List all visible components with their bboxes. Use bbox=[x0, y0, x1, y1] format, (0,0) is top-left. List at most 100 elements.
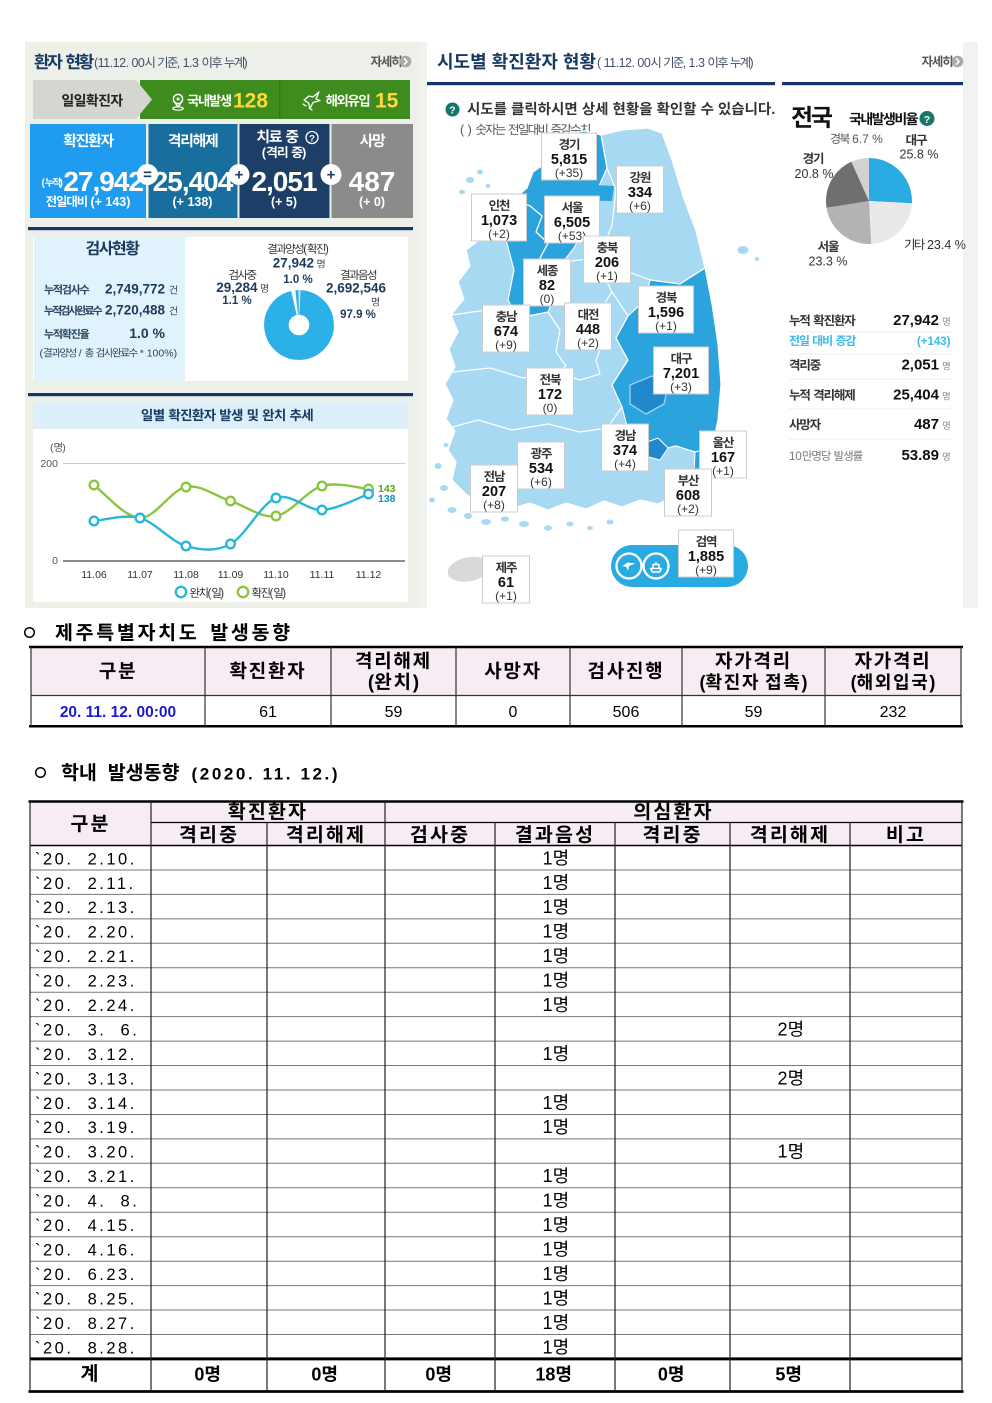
svg-text:`20. 4.15.: `20. 4.15. bbox=[35, 1217, 137, 1235]
svg-text:172: 172 bbox=[538, 387, 562, 403]
svg-text:`20. 2.13.: `20. 2.13. bbox=[35, 899, 137, 917]
svg-text:61: 61 bbox=[259, 704, 277, 721]
svg-text:`20. 2.23.: `20. 2.23. bbox=[35, 973, 137, 991]
svg-text:506: 506 bbox=[613, 704, 640, 721]
svg-text:?: ? bbox=[924, 114, 930, 126]
svg-text:.: . bbox=[771, 102, 775, 118]
svg-text:2,749,772: 2,749,772 bbox=[105, 282, 165, 297]
svg-text:2: 2 bbox=[778, 1020, 788, 1040]
svg-text:59: 59 bbox=[745, 704, 763, 721]
svg-text:): ) bbox=[60, 178, 63, 189]
svg-text:(+1): (+1) bbox=[712, 464, 734, 478]
svg-text:25.8 %: 25.8 % bbox=[900, 148, 939, 162]
svg-text:1: 1 bbox=[543, 1044, 553, 1064]
svg-text:1: 1 bbox=[543, 1166, 553, 1186]
svg-text:608: 608 bbox=[676, 488, 700, 504]
svg-text:`20. 2.10.: `20. 2.10. bbox=[35, 850, 137, 868]
svg-text:2,692,546: 2,692,546 bbox=[326, 281, 387, 296]
svg-text:1: 1 bbox=[543, 946, 553, 966]
svg-text:, 1.3: , 1.3 bbox=[177, 56, 202, 70]
svg-text:): ) bbox=[802, 673, 808, 693]
svg-text:(: ( bbox=[851, 673, 857, 693]
svg-text:`20. 4.16.: `20. 4.16. bbox=[35, 1242, 137, 1260]
svg-text:1: 1 bbox=[543, 1191, 553, 1211]
svg-text:): ) bbox=[750, 56, 754, 70]
svg-text:1: 1 bbox=[543, 1215, 553, 1235]
svg-text:(+9): (+9) bbox=[695, 563, 717, 577]
svg-text:7,201: 7,201 bbox=[663, 366, 699, 382]
svg-text:200: 200 bbox=[40, 458, 58, 470]
svg-text:53.89: 53.89 bbox=[901, 447, 939, 464]
svg-text:(+1): (+1) bbox=[655, 319, 677, 333]
svg-text:1: 1 bbox=[543, 1240, 553, 1260]
svg-text:`20. 8.27.: `20. 8.27. bbox=[35, 1315, 137, 1333]
svg-text:206: 206 bbox=[595, 255, 619, 271]
svg-text:1.0 %: 1.0 % bbox=[283, 274, 312, 286]
svg-text:): ) bbox=[302, 145, 306, 160]
svg-text:(+35): (+35) bbox=[555, 166, 583, 180]
svg-text:82: 82 bbox=[539, 278, 555, 294]
svg-text:`20. 3.14.: `20. 3.14. bbox=[35, 1095, 137, 1113]
svg-text:`20. 6.23.: `20. 6.23. bbox=[35, 1266, 137, 1284]
svg-text:1: 1 bbox=[543, 1288, 553, 1308]
svg-text:`20. 3.19.: `20. 3.19. bbox=[35, 1119, 137, 1137]
svg-text:61: 61 bbox=[498, 575, 514, 591]
svg-text:0: 0 bbox=[311, 1364, 321, 1384]
svg-text:128: 128 bbox=[233, 90, 268, 113]
svg-text:(+ 138): (+ 138) bbox=[173, 195, 213, 209]
svg-text:138: 138 bbox=[378, 493, 396, 505]
svg-text:25,404: 25,404 bbox=[153, 166, 234, 197]
svg-text:5,815: 5,815 bbox=[551, 152, 587, 168]
svg-text:(: ( bbox=[270, 588, 274, 600]
svg-text:1: 1 bbox=[543, 922, 553, 942]
svg-text:?: ? bbox=[309, 133, 315, 144]
svg-text:(: ( bbox=[40, 348, 44, 360]
svg-text:(: ( bbox=[208, 588, 212, 600]
svg-text:(+3): (+3) bbox=[670, 380, 692, 394]
svg-text:): ) bbox=[325, 244, 329, 256]
svg-text:23.3 %: 23.3 % bbox=[809, 255, 848, 269]
svg-text:11.12: 11.12 bbox=[356, 569, 382, 581]
svg-text:1: 1 bbox=[543, 1093, 553, 1113]
svg-text:232: 232 bbox=[880, 704, 907, 721]
svg-text:(+1): (+1) bbox=[596, 269, 618, 283]
svg-text:(: ( bbox=[262, 145, 267, 160]
svg-text:448: 448 bbox=[576, 322, 600, 338]
svg-text:`20. 3.21.: `20. 3.21. bbox=[35, 1168, 137, 1186]
svg-text:1: 1 bbox=[543, 1264, 553, 1284]
svg-text:`20. 4. 8.: `20. 4. 8. bbox=[35, 1193, 139, 1211]
svg-text:1: 1 bbox=[543, 1337, 553, 1357]
svg-text:(+53): (+53) bbox=[558, 229, 586, 243]
svg-text:): ) bbox=[413, 673, 419, 694]
svg-text:334: 334 bbox=[628, 185, 652, 201]
svg-text:(+8): (+8) bbox=[483, 498, 505, 512]
svg-text:/: / bbox=[76, 348, 85, 360]
svg-text:(+6): (+6) bbox=[530, 475, 552, 489]
svg-text:`20. 3.20.: `20. 3.20. bbox=[35, 1144, 137, 1162]
svg-text:* 100%): * 100%) bbox=[137, 348, 177, 360]
svg-text:59: 59 bbox=[385, 704, 403, 721]
svg-text:25,404: 25,404 bbox=[893, 387, 940, 404]
svg-text:(+9): (+9) bbox=[495, 338, 517, 352]
svg-text:534: 534 bbox=[529, 461, 553, 477]
svg-text:(11.12. 00: (11.12. 00 bbox=[94, 56, 145, 70]
svg-text:2: 2 bbox=[778, 1068, 788, 1088]
svg-text:6.7 %: 6.7 % bbox=[849, 132, 883, 146]
svg-text:(+2): (+2) bbox=[577, 336, 599, 350]
svg-text:1: 1 bbox=[543, 971, 553, 991]
svg-text:(2020. 11. 12.): (2020. 11. 12.) bbox=[192, 765, 341, 784]
svg-text:0: 0 bbox=[52, 555, 58, 567]
svg-text:1,885: 1,885 bbox=[688, 549, 724, 565]
svg-text:(+ 0): (+ 0) bbox=[359, 195, 385, 209]
svg-text:2,051: 2,051 bbox=[901, 357, 939, 374]
svg-text:`20. 3. 6.: `20. 3. 6. bbox=[35, 1022, 139, 1040]
svg-text:1: 1 bbox=[778, 1142, 788, 1162]
svg-text:(+6): (+6) bbox=[629, 199, 651, 213]
svg-text:(0): (0) bbox=[543, 401, 558, 415]
svg-text:(+4): (+4) bbox=[614, 457, 636, 471]
svg-text:6,505: 6,505 bbox=[554, 215, 590, 231]
svg-text:0: 0 bbox=[509, 704, 518, 721]
svg-text:): ) bbox=[282, 588, 286, 600]
svg-text:1: 1 bbox=[543, 873, 553, 893]
svg-text:11.10: 11.10 bbox=[263, 569, 289, 581]
